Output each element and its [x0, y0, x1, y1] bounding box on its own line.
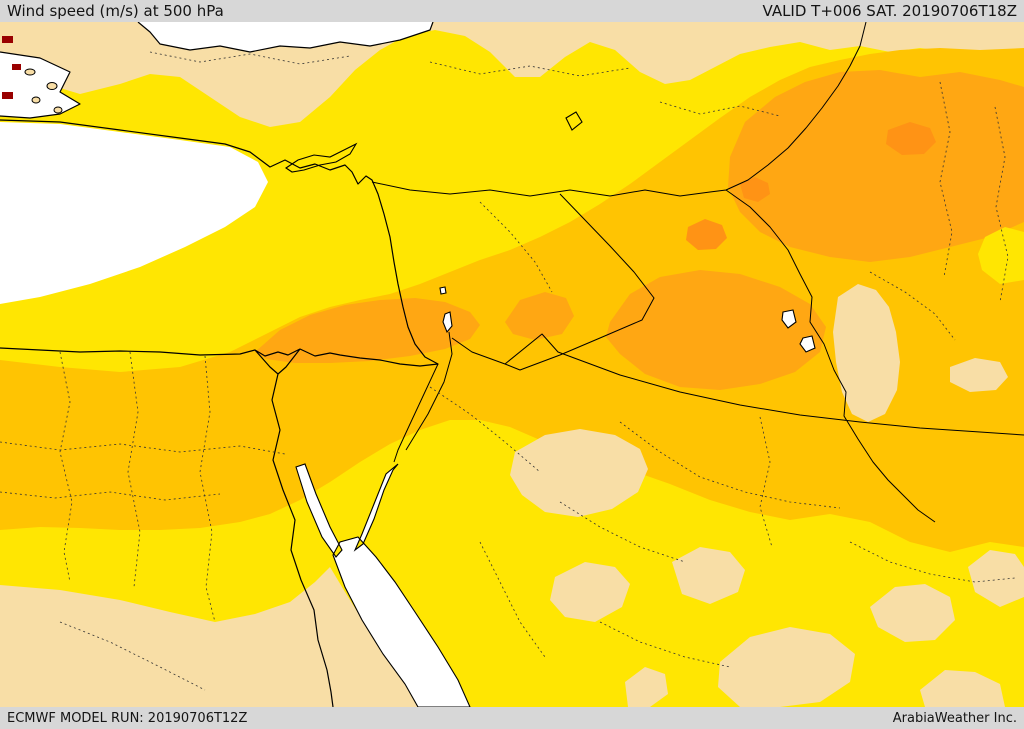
cyprus-and-lakes: [285, 111, 583, 173]
country-borders: [371, 22, 1024, 523]
red-map-markers: [2, 36, 21, 99]
model-run-label: ECMWF MODEL RUN: 20190706T12Z: [7, 710, 248, 726]
deep-orange-wind-spots: [686, 122, 936, 250]
provider-label: ArabiaWeather Inc.: [892, 710, 1017, 726]
island: [53, 106, 63, 114]
island: [31, 96, 41, 104]
map-canvas: [0, 22, 1024, 707]
page-title: Wind speed (m/s) at 500 hPa: [7, 2, 224, 20]
coastline: [0, 22, 439, 707]
pale-wind-patches-south: [0, 284, 1024, 707]
seas-north: [0, 22, 432, 304]
province-boundaries-dotted: [0, 51, 1016, 691]
map-header: Wind speed (m/s) at 500 hPa VALID T+006 …: [0, 0, 1024, 22]
wind-speed-map-svg: [0, 22, 1024, 707]
island: [24, 68, 36, 76]
map-footer: ECMWF MODEL RUN: 20190706T12Z ArabiaWeat…: [0, 707, 1024, 729]
valid-time-label: VALID T+006 SAT. 20190706T18Z: [762, 2, 1017, 20]
island: [46, 82, 58, 90]
yellow-patch-east: [978, 227, 1024, 284]
seas-south: [295, 286, 816, 707]
orange-wind-regions: [255, 70, 1024, 390]
aegean-islands: [24, 68, 63, 114]
